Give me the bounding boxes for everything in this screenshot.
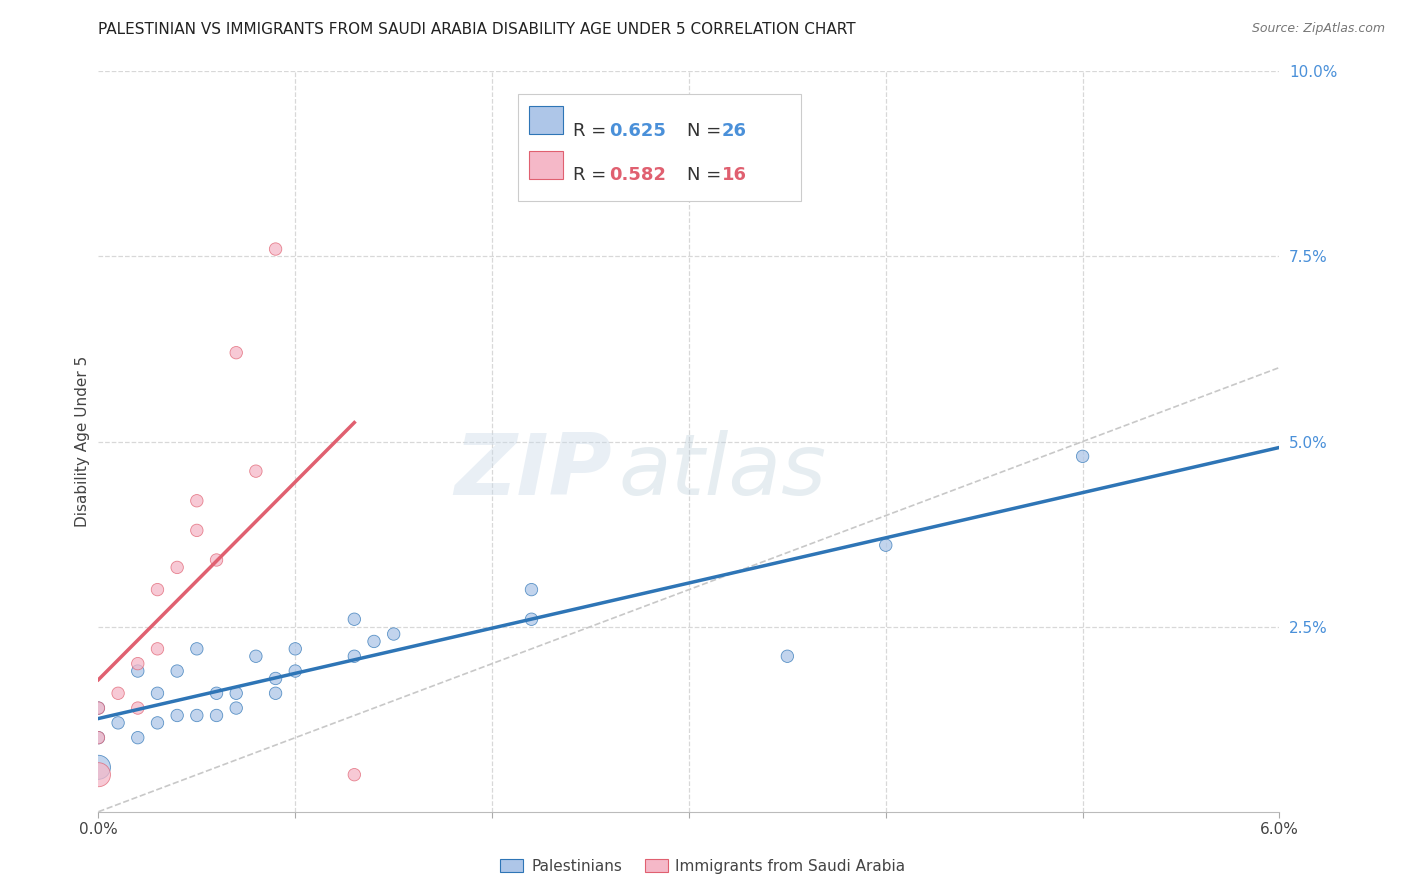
Point bbox=[146, 686, 169, 700]
Point bbox=[166, 708, 188, 723]
Text: N =: N = bbox=[686, 166, 727, 184]
Point bbox=[264, 672, 287, 686]
Point bbox=[264, 686, 287, 700]
Text: 16: 16 bbox=[723, 166, 747, 184]
Point bbox=[186, 493, 208, 508]
Point bbox=[205, 553, 228, 567]
Point bbox=[520, 612, 543, 626]
Point bbox=[186, 524, 208, 538]
Point bbox=[205, 686, 228, 700]
FancyBboxPatch shape bbox=[517, 94, 801, 201]
Point bbox=[382, 627, 405, 641]
Point bbox=[166, 560, 188, 574]
Point bbox=[127, 657, 149, 671]
Point bbox=[264, 242, 287, 256]
Point bbox=[284, 664, 307, 678]
Point bbox=[87, 767, 110, 781]
Point bbox=[284, 641, 307, 656]
Point bbox=[107, 686, 129, 700]
Point bbox=[186, 641, 208, 656]
Y-axis label: Disability Age Under 5: Disability Age Under 5 bbox=[75, 356, 90, 527]
Point bbox=[186, 708, 208, 723]
Point bbox=[225, 345, 247, 359]
Point bbox=[127, 664, 149, 678]
Point bbox=[87, 731, 110, 745]
Point bbox=[87, 701, 110, 715]
Point bbox=[87, 760, 110, 774]
Point bbox=[343, 649, 366, 664]
Point bbox=[166, 664, 188, 678]
Text: PALESTINIAN VS IMMIGRANTS FROM SAUDI ARABIA DISABILITY AGE UNDER 5 CORRELATION C: PALESTINIAN VS IMMIGRANTS FROM SAUDI ARA… bbox=[98, 22, 856, 37]
Point bbox=[875, 538, 897, 552]
Point bbox=[87, 731, 110, 745]
Point bbox=[363, 634, 385, 648]
Point bbox=[245, 649, 267, 664]
Text: 26: 26 bbox=[723, 121, 747, 140]
Text: R =: R = bbox=[574, 121, 612, 140]
Point bbox=[245, 464, 267, 478]
Point bbox=[520, 582, 543, 597]
Text: ZIP: ZIP bbox=[454, 430, 612, 513]
Legend: Palestinians, Immigrants from Saudi Arabia: Palestinians, Immigrants from Saudi Arab… bbox=[495, 853, 911, 880]
Point bbox=[776, 649, 799, 664]
FancyBboxPatch shape bbox=[530, 106, 562, 135]
Text: atlas: atlas bbox=[619, 430, 827, 513]
Text: N =: N = bbox=[686, 121, 727, 140]
Point bbox=[205, 708, 228, 723]
FancyBboxPatch shape bbox=[530, 151, 562, 178]
Point bbox=[343, 612, 366, 626]
Point bbox=[127, 731, 149, 745]
Text: 0.582: 0.582 bbox=[609, 166, 665, 184]
Point bbox=[107, 715, 129, 730]
Point bbox=[87, 701, 110, 715]
Point bbox=[343, 767, 366, 781]
Point bbox=[225, 686, 247, 700]
Point bbox=[225, 701, 247, 715]
Point bbox=[1071, 450, 1094, 464]
Point bbox=[127, 701, 149, 715]
Point bbox=[146, 715, 169, 730]
Point bbox=[146, 641, 169, 656]
Text: Source: ZipAtlas.com: Source: ZipAtlas.com bbox=[1251, 22, 1385, 36]
Text: 0.625: 0.625 bbox=[609, 121, 665, 140]
Text: R =: R = bbox=[574, 166, 612, 184]
Point bbox=[146, 582, 169, 597]
